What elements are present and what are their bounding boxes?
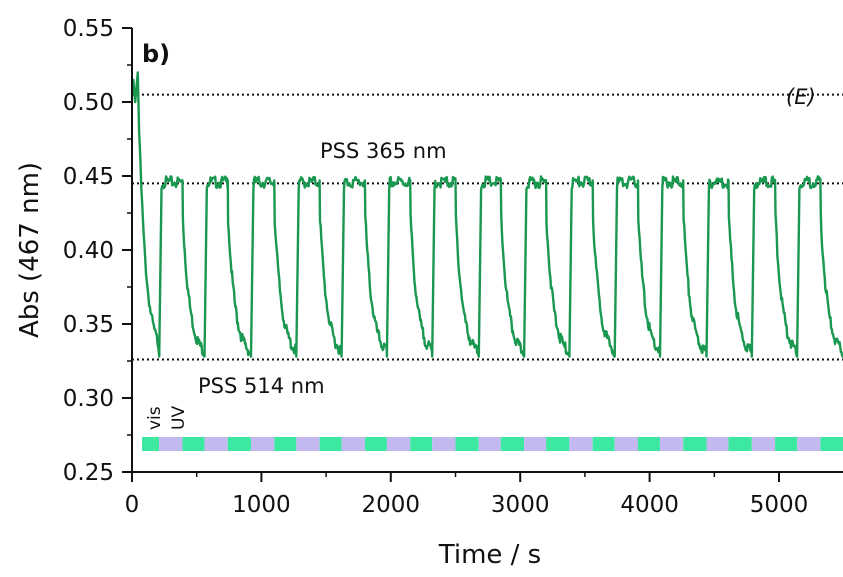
y-tick-label: 0.55 [63, 16, 114, 42]
x-tick-label: 5000 [750, 492, 809, 518]
irradiation-bar [142, 437, 843, 451]
pss-365-label: PSS 365 nm [320, 139, 447, 163]
uv-segment [204, 437, 228, 451]
uv-segment [251, 437, 275, 451]
corner-label: (E) [786, 85, 816, 109]
uv-segment [659, 437, 684, 451]
x-ticks: 0 1000 2000 3000 4000 5000 [125, 472, 809, 518]
vis-segment [364, 437, 387, 451]
uv-segment [341, 437, 365, 451]
vis-segment [592, 437, 615, 451]
y-tick-label: 0.45 [63, 164, 114, 190]
vis-segment [500, 437, 525, 451]
uv-segment [751, 437, 776, 451]
panel-label: b) [142, 40, 170, 68]
uv-segment [524, 437, 547, 451]
x-tick-label: 3000 [491, 492, 550, 518]
absorbance-trace [130, 71, 843, 358]
uv-segment [614, 437, 638, 451]
x-tick-label: 1000 [232, 492, 291, 518]
y-tick-label: 0.35 [63, 312, 114, 338]
vis-segment [410, 437, 433, 451]
y-axis-title: Abs (467 nm) [15, 162, 45, 338]
y-tick-label: 0.25 [63, 460, 114, 486]
y-tick-label: 0.40 [63, 238, 114, 264]
pss-514-label: PSS 514 nm [198, 374, 325, 398]
y-tick-label: 0.30 [63, 386, 114, 412]
uv-segment [478, 437, 501, 451]
y-tick-label: 0.50 [63, 90, 114, 116]
uv-segment [296, 437, 320, 451]
x-tick-label: 0 [125, 492, 140, 518]
vis-segment [775, 437, 798, 451]
uv-segment [432, 437, 456, 451]
x-axis-title: Time / s [438, 540, 541, 570]
x-tick-label: 4000 [620, 492, 679, 518]
vis-segment [182, 437, 205, 451]
uv-segment [797, 437, 821, 451]
vis-segment [637, 437, 660, 451]
uv-segment [569, 437, 593, 451]
reference-lines [132, 93, 843, 361]
vis-segment [319, 437, 342, 451]
vis-segment [274, 437, 297, 451]
vis-segment [142, 437, 160, 451]
uv-label: UV [169, 406, 189, 430]
vis-segment [820, 437, 843, 451]
vis-segment [683, 437, 707, 451]
y-ticks: 0.25 0.30 0.35 0.40 0.45 0.50 0.55 [63, 16, 132, 486]
vis-segment [227, 437, 252, 451]
vis-segment [728, 437, 752, 451]
vis-segment [455, 437, 479, 451]
uv-segment [706, 437, 729, 451]
uv-segment [159, 437, 183, 451]
x-tick-label: 2000 [362, 492, 421, 518]
uv-segment [386, 437, 411, 451]
vis-label: vis [145, 406, 165, 430]
vis-segment [546, 437, 570, 451]
